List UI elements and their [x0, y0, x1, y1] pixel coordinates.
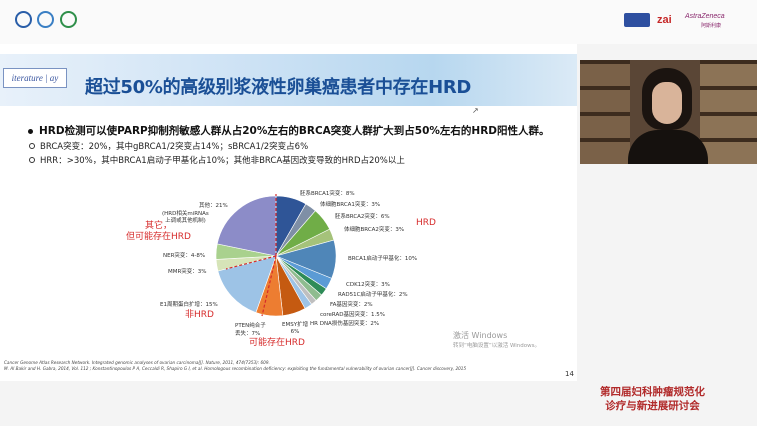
label-non-hrd: 非HRD	[185, 310, 214, 320]
pie-label-emsy-name: EMSY扩增	[282, 322, 309, 328]
main-bullet: HRD检测可以使PARP抑制剂敏感人群从占20%左右的BRCA突变人群扩大到占5…	[28, 123, 550, 138]
pie-label-other-detail-2: 上调或其他机制)	[165, 218, 206, 224]
bullet-dot-icon	[28, 128, 33, 134]
sponsor-astrazeneca-cn: 阿斯利康	[701, 23, 722, 29]
pie-label-other-detail: (HRD相关miRNAs 上调或其他机制)	[162, 211, 209, 225]
label-maybe-hrd: 可能存在HRD	[249, 338, 305, 348]
university-logo-icon	[15, 11, 32, 28]
slide-title: 超过50%的高级别浆液性卵巢癌患者中存在HRD	[85, 77, 472, 98]
society-logo-icon	[60, 11, 77, 28]
hrd-pie-chart	[215, 194, 337, 317]
windows-activation-watermark: 激活 Windows 转到“电脑设置”以激活 Windows。	[453, 331, 540, 351]
pie-slice-12	[217, 255, 277, 313]
bookshelf-right	[700, 60, 757, 164]
sponsor-logo-icon	[624, 13, 650, 27]
pie-label-emsy: EMSY扩增 6%	[282, 322, 308, 336]
pie-label-mmr: MMR突变：3%	[168, 269, 207, 275]
conference-title-line2: 诊疗与新进展研讨会	[605, 400, 700, 412]
nonhrd-divider-line	[225, 255, 277, 270]
pie-label-pten: PTEN纯合子 丢失：7%	[235, 322, 266, 338]
pie-label-ner: NER突变：4-8%	[163, 253, 206, 259]
pie-label-hrdna: HR DNA损伤基因突变：2%	[310, 321, 380, 327]
sponsor-astrazeneca: AstraZeneca	[685, 13, 725, 20]
maybe-divider-line	[261, 255, 277, 317]
speaker-body	[628, 130, 708, 164]
pie-label-other-detail-1: (HRD相关miRNAs	[162, 211, 209, 217]
pie-label-fa: FA基因突变：2%	[330, 302, 373, 308]
pie-label-gbrca1: 胚系BRCA1突变：8%	[300, 191, 355, 197]
pie-label-pten-value: 丢失：7%	[235, 331, 261, 337]
watermark-line2: 转到“电脑设置”以激活 Windows。	[453, 343, 540, 349]
label-other-line2: 但可能存在HRD	[126, 232, 191, 242]
label-other-line1: 其它，	[144, 221, 172, 231]
bookshelf-left	[580, 60, 630, 164]
slide-banner: iterature | ay 超过50%的高级别浆液性卵巢癌患者中存在HRD	[0, 54, 577, 106]
speaker-video-feed	[580, 60, 757, 164]
hospital-logo-icon	[37, 11, 54, 28]
pie-label-sbrca2: 体细胞BRCA2突变：3%	[344, 227, 405, 233]
label-other-maybe-hrd: 其它， 但可能存在HRD	[126, 221, 191, 243]
pie-label-sbrca1: 体细胞BRCA1突变：3%	[320, 202, 381, 208]
main-bullet-text: HRD检测可以使PARP抑制剂敏感人群从占20%左右的BRCA突变人群扩大到占5…	[39, 125, 550, 137]
pie-label-brca1-meth: BRCA1启动子甲基化：10%	[348, 256, 418, 262]
pie-label-e1: E1周期蛋白扩增：15%	[160, 302, 218, 308]
reference-2: M. Al Bakir and H. Gabra, 2014, Vol. 112…	[4, 366, 467, 371]
pie-label-rad51c: RAD51C启动子甲基化：2%	[338, 292, 408, 298]
watermark-line1: 激活 Windows	[453, 331, 508, 340]
literature-day-logo: iterature | ay	[3, 68, 67, 88]
pie-label-cdk12: CDK12突变：3%	[346, 282, 390, 288]
label-hrd: HRD	[416, 218, 436, 228]
mouse-cursor-icon: ↗	[472, 106, 479, 115]
pie-label-emsy-value: 6%	[290, 329, 300, 335]
reference-1: Cancer Genome Atlas Research Network. In…	[4, 360, 270, 365]
sub-bullet-hrr: HRR：>30%，其中BRCA1启动子甲基化占10%；其他非BRCA基因改变导致…	[29, 156, 405, 166]
sub-bullet-brca: BRCA突变：20%，其中gBRCA1/2突变占14%；sBRCA1/2突变占6…	[28, 142, 309, 152]
presentation-slide: iterature | ay 超过50%的高级别浆液性卵巢癌患者中存在HRD H…	[0, 44, 577, 381]
conference-header: zai AstraZeneca 阿斯利康	[0, 0, 757, 44]
pie-label-other: 其他：21%	[199, 203, 228, 209]
slide-references: Cancer Genome Atlas Research Network. In…	[4, 360, 466, 372]
pie-slice-15	[216, 195, 277, 257]
conference-title: 第四届妇科肿瘤规范化 诊疗与新进展研讨会	[600, 385, 705, 413]
pie-label-pten-name: PTEN纯合子	[235, 323, 266, 329]
conference-title-line1: 第四届妇科肿瘤规范化	[600, 386, 705, 398]
slide-page-number: 14	[565, 370, 574, 378]
pie-label-corehr: coreRAD基因突变：1.5%	[320, 312, 385, 318]
sponsor-zai: zai	[657, 14, 672, 26]
speaker-face	[652, 82, 682, 124]
pie-label-gbrca2: 胚系BRCA2突变：6%	[335, 214, 390, 220]
